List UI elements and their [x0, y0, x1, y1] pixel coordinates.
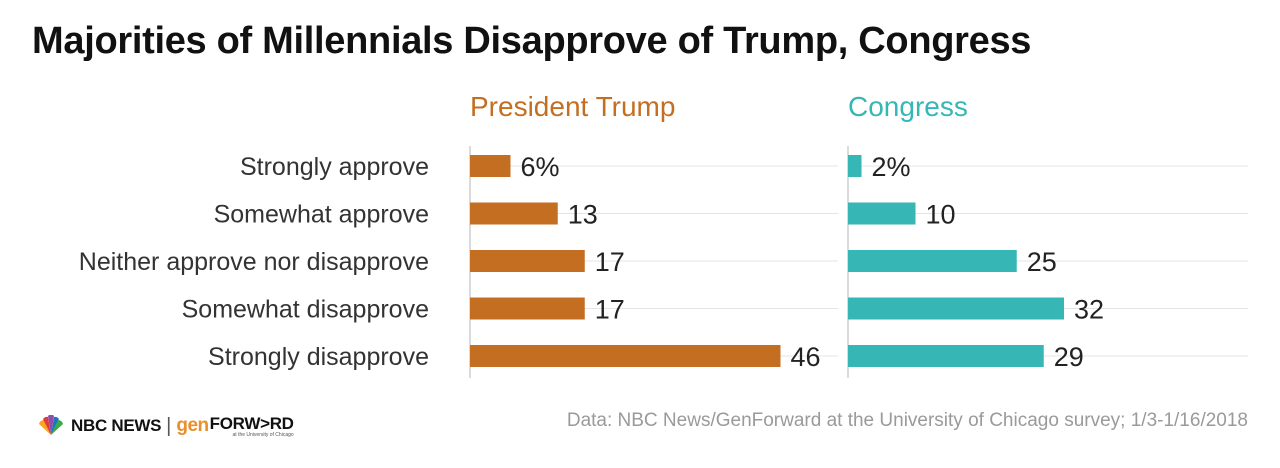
bar-president-trump-neither-approve-nor-disapprove — [470, 250, 585, 272]
gen-wordmark: gen — [176, 415, 209, 436]
bar-congress-somewhat-disapprove — [848, 297, 1064, 320]
panel-president-trump: President Trump 6% 13 17 17 46 — [469, 91, 838, 378]
category-label-strongly-approve: Strongly approve — [240, 153, 429, 181]
panel-congress: Congress 2% 10 25 32 29 — [847, 91, 1248, 378]
data-label-congress-somewhat-disapprove: 32 — [1074, 295, 1104, 325]
bar-chart: Strongly approve Somewhat approve Neither … — [79, 91, 1248, 378]
data-label-president-trump-strongly-approve: 6% — [521, 152, 560, 182]
nbc-genforward-logo: NBC NEWS | gen FORW>RD at the University… — [36, 412, 294, 440]
series-title-congress: Congress — [848, 91, 968, 122]
chart-title: Majorities of Millennials Disapprove of … — [32, 20, 1032, 62]
data-label-congress-strongly-disapprove: 29 — [1054, 342, 1084, 372]
category-label-somewhat-approve: Somewhat approve — [214, 201, 429, 229]
series-title-president-trump: President Trump — [470, 91, 675, 122]
category-labels: Strongly approve Somewhat approve Neither … — [79, 153, 429, 371]
data-label-president-trump-strongly-disapprove: 46 — [791, 342, 821, 372]
category-label-strongly-disapprove: Strongly disapprove — [208, 343, 429, 371]
data-label-president-trump-neither-approve-nor-disapprove: 17 — [595, 247, 625, 277]
data-label-president-trump-somewhat-approve: 13 — [568, 200, 598, 230]
source-note: Data: NBC News/GenForward at the Univers… — [566, 410, 1248, 431]
bar-president-trump-strongly-approve — [470, 155, 511, 177]
bar-president-trump-strongly-disapprove — [470, 345, 781, 367]
data-label-president-trump-somewhat-disapprove: 17 — [595, 295, 625, 325]
data-label-congress-somewhat-approve: 10 — [926, 200, 956, 230]
bar-congress-somewhat-approve — [848, 202, 916, 225]
nbc-news-wordmark: NBC NEWS — [71, 416, 162, 435]
bar-president-trump-somewhat-disapprove — [470, 297, 585, 320]
data-label-congress-strongly-approve: 2% — [872, 152, 911, 182]
bar-congress-strongly-approve — [848, 155, 862, 177]
bar-congress-neither-approve-nor-disapprove — [848, 250, 1017, 272]
bar-president-trump-somewhat-approve — [470, 202, 558, 225]
uchicago-wordmark: at the University of Chicago — [232, 431, 294, 438]
logo-separator: | — [166, 414, 172, 437]
bar-congress-strongly-disapprove — [848, 345, 1044, 367]
category-label-neither-approve-nor-disapprove: Neither approve nor disapprove — [79, 248, 429, 276]
nbc-peacock-icon — [39, 415, 63, 435]
category-label-somewhat-disapprove: Somewhat disapprove — [182, 296, 429, 324]
forward-wordmark: FORW>RD — [209, 413, 294, 433]
data-label-congress-neither-approve-nor-disapprove: 25 — [1027, 247, 1057, 277]
